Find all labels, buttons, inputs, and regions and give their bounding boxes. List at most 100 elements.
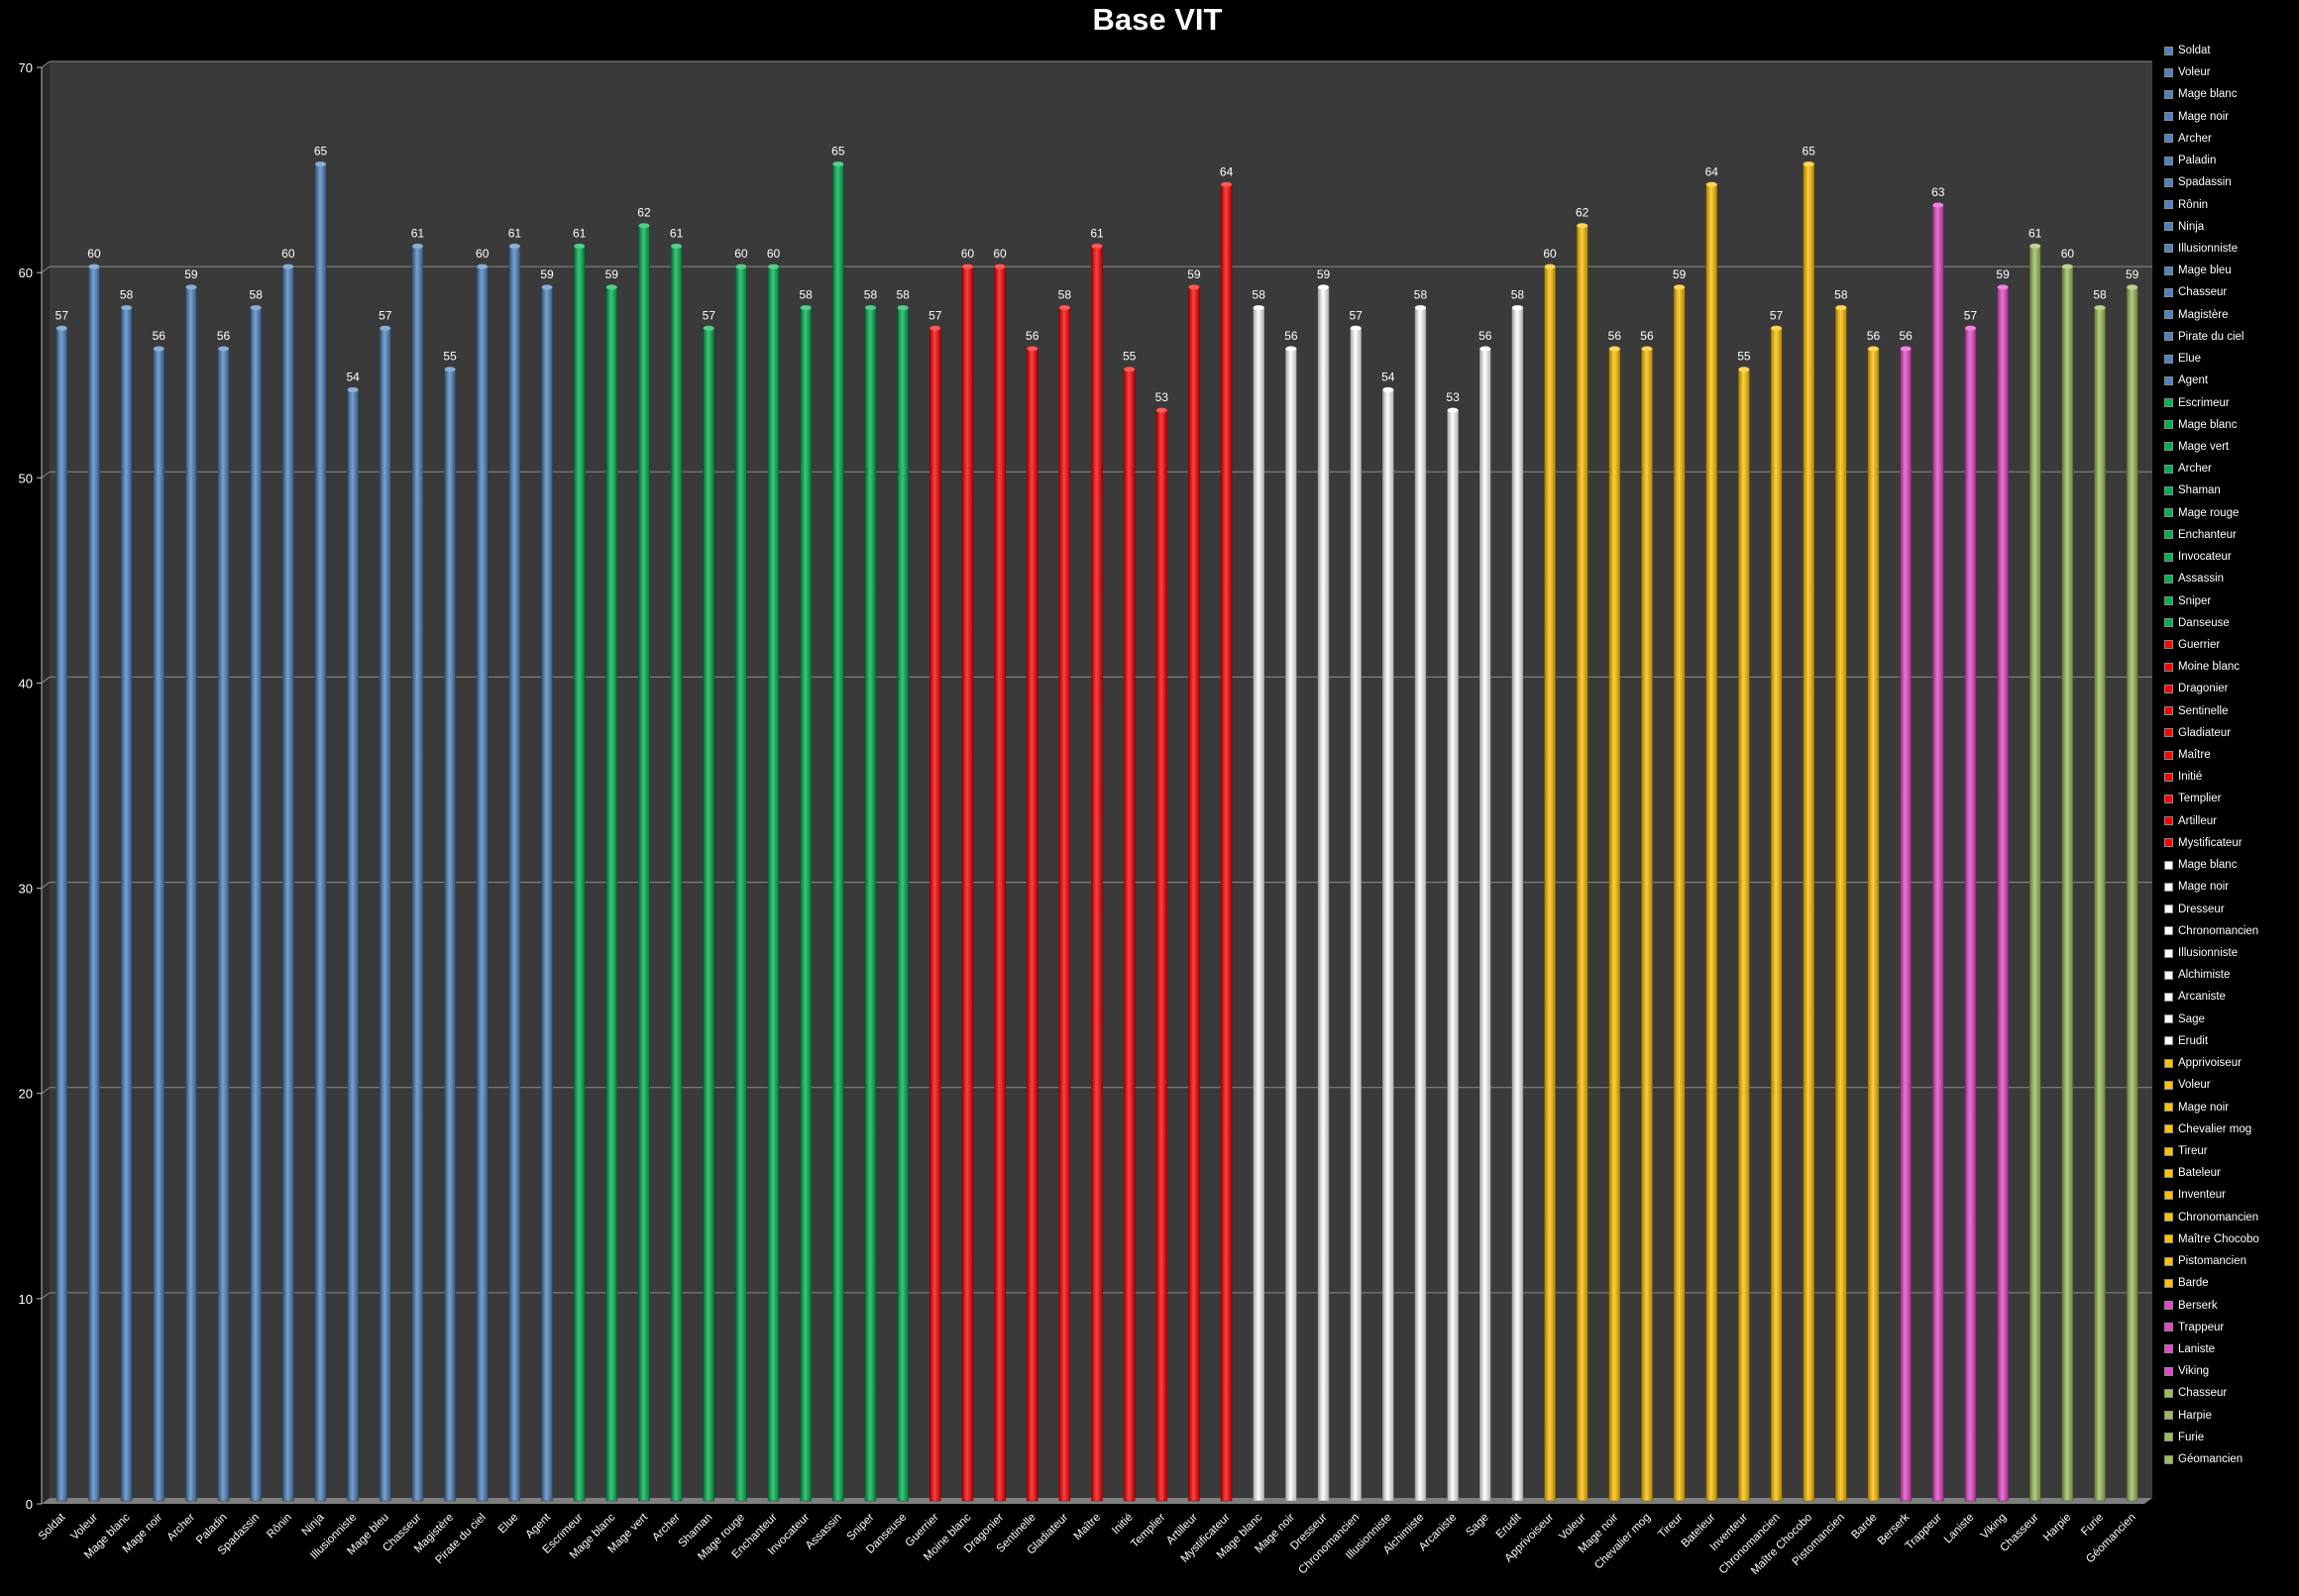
legend-item: Voleur [2164,1074,2211,1096]
legend-item: Mage blanc [2164,83,2237,105]
x-tick-label: Chevalier mog [1592,1512,1653,1572]
x-tick-label: Soldat [37,1511,68,1543]
legend-label: Berserk [2178,1299,2218,1312]
data-label: 60 [734,247,748,261]
legend-label: Géomancien [2178,1453,2244,1466]
bar-top [832,161,844,167]
x-tick-label: Tireur [1656,1512,1686,1542]
legend-label: Maître Chocobo [2178,1232,2259,1245]
legend-label: Mage noir [2178,1101,2230,1114]
data-label: 61 [1090,226,1104,240]
bar [1997,286,2009,1502]
x-tick-label: Voleur [1557,1512,1588,1543]
legend-swatch [2164,1411,2173,1421]
data-label: 58 [1058,288,1072,302]
data-label: 60 [767,247,781,261]
bar [1867,348,1880,1502]
legend-swatch [2164,1256,2173,1266]
bar [1608,348,1621,1502]
bar-top [121,305,133,311]
data-label: 56 [1608,329,1622,343]
bar-top [735,264,747,269]
legend-item: Gladiateur [2164,722,2231,744]
legend-label: Pistomancien [2178,1255,2247,1268]
bar-top [1350,325,1362,331]
bar-top [314,161,326,167]
data-labels: 57 60 58 56 59 56 58 60 65 54 57 61 55 60 61 59 61 59 62 61… [55,145,2139,405]
bar [1155,409,1168,1502]
bar-top [1382,386,1394,392]
x-tick-label: Erudit [1494,1511,1524,1541]
legend-item: Chasseur [2164,281,2227,303]
bar [508,246,521,1502]
legend-swatch [2164,684,2173,693]
bar [897,307,909,1502]
legend-swatch [2164,1058,2173,1068]
x-tick-label: Sniper [845,1512,877,1543]
legend-swatch [2164,1454,2173,1464]
legend-item: Illusionniste [2164,238,2238,260]
bar-top [282,264,294,269]
legend-swatch [2164,904,2173,914]
bar-top [88,264,100,269]
bar-top [2094,305,2106,311]
legend-swatch [2164,310,2173,320]
bar [1641,348,1653,1502]
bar [1253,307,1264,1502]
bar-top [2061,264,2073,269]
legend-swatch [2164,772,2173,782]
x-tick-label: Sage [1464,1512,1490,1539]
data-label: 60 [281,247,295,261]
gridline-wall [41,471,51,479]
bar [1738,369,1750,1502]
x-tick-label: Agent [523,1511,553,1541]
data-label: 60 [1543,247,1557,261]
legend-item: Pirate du ciel [2164,326,2244,348]
legend-item: Moine blanc [2164,656,2240,678]
bar-top [1479,346,1491,352]
y-tick-label: 10 [19,1292,33,1307]
bar-top [574,243,586,249]
legend-label: Laniste [2178,1342,2216,1355]
data-label: 65 [831,145,845,159]
bar [55,328,68,1502]
legend-item: Alchimiste [2164,964,2230,986]
bar [800,307,812,1502]
legend-label: Spadassin [2178,176,2232,189]
legend-swatch [2164,1366,2173,1376]
legend-label: Sentinelle [2178,704,2229,717]
legend-swatch [2164,530,2173,540]
legend-label: Moine blanc [2178,661,2241,674]
bar-top [1803,161,1814,167]
data-label: 61 [411,226,425,240]
bar [605,286,618,1502]
bar [1770,328,1783,1502]
data-label: 62 [1576,206,1589,220]
legend-label: Illusionniste [2178,242,2239,255]
bar [1414,307,1427,1502]
data-label: 59 [540,267,554,281]
bar [2094,307,2106,1502]
legend-label: Furie [2178,1431,2205,1443]
legend-item: Mystificateur [2164,832,2243,854]
legend-item: Sniper [2164,590,2211,612]
data-label: 56 [153,329,166,343]
bar [2061,266,2074,1502]
legend-item: Chasseur [2164,1382,2227,1404]
legend-item: Elue [2164,348,2201,370]
legend-item: Arcaniste [2164,986,2226,1008]
legend-item: Mage rouge [2164,502,2239,524]
legend-item: Mage noir [2164,106,2229,128]
legend-swatch [2164,46,2173,55]
bar [314,163,327,1502]
legend-label: Apprivoiseur [2178,1057,2242,1070]
y-axis: 0 10 20 30 40 50 60 70 [19,60,43,1512]
bar [994,266,1006,1502]
legend-item: Shaman [2164,479,2221,501]
bar [1188,286,1200,1502]
legend-swatch [2164,926,2173,936]
bar-top [2127,284,2138,290]
bar-top [347,386,359,392]
legend-label: Enchanteur [2178,528,2237,541]
